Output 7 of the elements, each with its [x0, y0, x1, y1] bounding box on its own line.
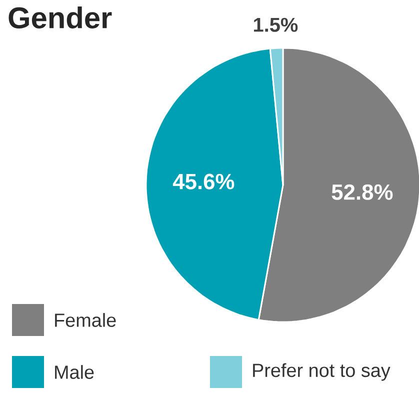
data-label: 1.5%: [254, 18, 298, 32]
legend-label: Prefer not to say: [253, 363, 390, 381]
legend-label: Male: [55, 365, 94, 379]
data-label: 52.8%: [332, 184, 393, 200]
legend-label: Female: [55, 313, 116, 327]
data-label: 45.6%: [172, 174, 234, 190]
chart-title: Gender: [8, 6, 112, 28]
